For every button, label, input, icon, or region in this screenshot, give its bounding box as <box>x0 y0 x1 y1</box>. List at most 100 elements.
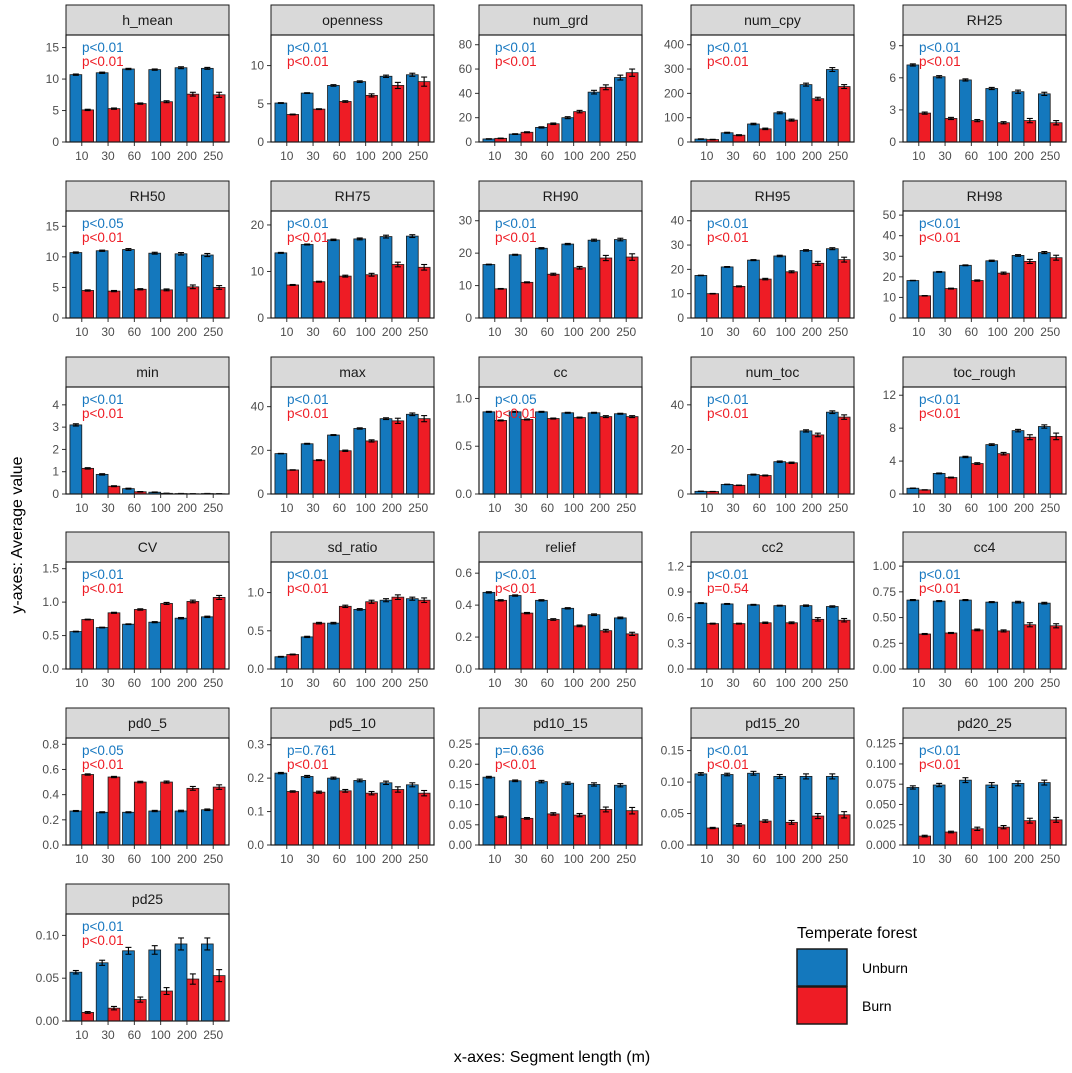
panel-cc2-errorbar-burn-60 <box>762 621 769 625</box>
panel-toc-rough-bar-burn-200 <box>1023 436 1037 495</box>
panel-rh50-xtick-label: 200 <box>177 325 197 339</box>
panel-rh25-p-burn: p<0.01 <box>919 54 961 69</box>
panel-pd5-10-bar-unburn-200 <box>379 782 393 846</box>
panel-rh90-errorbar-burn-100 <box>576 265 583 270</box>
panel-min-xtick-label: 200 <box>177 501 197 515</box>
panel-rh90: RH90 0 10 20 30 10 30 60 100 200 250 p<0.01p<0.01 <box>459 180 643 339</box>
panel-h-mean-p-unburn: p<0.01 <box>82 40 124 55</box>
panel-rh50-ytick-label: 5 <box>52 280 59 294</box>
panel-h-mean-bar-burn-10 <box>81 109 95 143</box>
panel-rh75-bar-burn-60 <box>338 275 352 319</box>
panel-rh75-errorbar-burn-10 <box>289 283 296 286</box>
panel-relief-ytick-label: 0.4 <box>455 598 472 612</box>
panel-cc4-errorbar-unburn-200 <box>1015 600 1022 604</box>
legend-key-burn <box>796 986 848 1025</box>
panel-min-p-burn: p<0.01 <box>82 406 124 421</box>
panel-min-errorbar-unburn-60 <box>125 487 132 490</box>
panel-cc2-xtick-label: 30 <box>726 676 740 690</box>
panel-toc-rough-xtick-label: 60 <box>965 501 979 515</box>
panel-pd10-15-p-burn: p<0.01 <box>495 757 537 772</box>
panel-rh75-errorbar-burn-60 <box>342 274 349 278</box>
panel-openness-errorbar-burn-250 <box>421 76 428 87</box>
panel-pd10-15-errorbar-unburn-200 <box>591 782 598 787</box>
panel-cv-p-burn: p<0.01 <box>82 581 124 596</box>
panel-pd0-5-errorbar-burn-10 <box>84 773 91 776</box>
panel-relief-errorbar-burn-60 <box>550 618 557 621</box>
panel-sd-ratio-errorbar-burn-100 <box>368 599 375 604</box>
panel-openness-bar-unburn-30 <box>300 92 314 143</box>
panel-openness-errorbar-unburn-250 <box>409 72 416 77</box>
panel-cc4-strip-label: cc4 <box>974 539 996 555</box>
panel-num-toc-bar-unburn-200 <box>799 430 813 495</box>
panel-pd5-10-errorbar-burn-200 <box>394 786 401 793</box>
panel-openness-strip-label: openness <box>322 12 383 28</box>
panel-toc-rough-bar-unburn-60 <box>959 456 972 495</box>
x-axis-title: x-axes: Segment length (m) <box>454 1049 651 1066</box>
panel-pd25-xtick-label: 60 <box>128 1028 142 1042</box>
panel-max-ytick-label: 0 <box>257 487 264 501</box>
panel-rh90-errorbar-burn-60 <box>550 272 557 276</box>
panel-pd20-25-bar-burn-60 <box>970 828 984 846</box>
panel-max-bar-unburn-30 <box>300 443 314 495</box>
panel-num-grd-xtick-label: 250 <box>616 149 636 163</box>
panel-openness-bar-burn-10 <box>286 114 300 143</box>
panel-pd10-15-errorbar-unburn-100 <box>564 781 571 785</box>
panel-pd25-p-unburn: p<0.01 <box>82 919 124 934</box>
panel-openness-bar-unburn-10 <box>274 102 288 143</box>
panel-cc4-xtick-label: 200 <box>1014 676 1034 690</box>
panel-pd5-10-ytick-label: 0.0 <box>247 838 264 852</box>
panel-num-toc-bar-burn-250 <box>837 416 851 495</box>
panel-rh50-bar-burn-60 <box>133 288 147 319</box>
panel-min-xtick-label: 60 <box>128 501 142 515</box>
panel-rh98-strip-label: RH98 <box>967 188 1003 204</box>
panel-rh75-errorbar-unburn-30 <box>304 243 311 246</box>
panel-rh90-xtick-label: 100 <box>564 325 584 339</box>
panel-cc2-strip-label: cc2 <box>762 539 784 555</box>
panel-pd10-15-errorbar-unburn-250 <box>617 783 624 788</box>
panel-toc-rough-errorbar-unburn-60 <box>962 455 969 459</box>
panel-rh25-ytick-label: 9 <box>889 39 896 53</box>
panel-pd20-25-ytick-label: 0.100 <box>866 757 896 771</box>
panel-sd-ratio-ytick-label: 1.0 <box>247 586 264 600</box>
panel-relief-bar-burn-30 <box>520 612 534 670</box>
panel-pd5-10-bar-burn-30 <box>312 791 326 846</box>
panel-pd25-xtick-label: 200 <box>177 1028 197 1042</box>
panel-rh25-xtick-label: 250 <box>1040 149 1060 163</box>
panel-cc2-xtick-label: 60 <box>753 676 767 690</box>
panel-relief-bar-unburn-200 <box>587 614 601 670</box>
panel-toc-rough-bar-burn-30 <box>944 477 958 495</box>
panel-h-mean-xtick-label: 60 <box>128 149 142 163</box>
panel-rh75-ytick-label: 20 <box>251 218 265 232</box>
panel-max-ytick-label: 40 <box>251 400 265 414</box>
panel-cc2-errorbar-burn-200 <box>814 617 821 622</box>
panel-openness-ytick-label: 5 <box>257 97 264 111</box>
panel-pd0-5-bar-unburn-100 <box>148 810 162 846</box>
panel-num-cpy-xtick-label: 100 <box>776 149 796 163</box>
panel-pd10-15-xtick-label: 200 <box>590 852 610 866</box>
panel-relief-strip-label: relief <box>545 539 575 555</box>
panel-rh95-bar-unburn-250 <box>825 248 839 319</box>
panel-rh50-strip-label: RH50 <box>130 188 166 204</box>
y-axis-title: y-axes: Average value <box>9 456 26 613</box>
panel-pd0-5-strip <box>65 707 230 739</box>
panel-pd10-15-errorbar-burn-60 <box>550 812 557 816</box>
panel-max-bar-unburn-60 <box>327 434 340 495</box>
panel-rh95-errorbar-unburn-30 <box>724 266 731 268</box>
panel-pd10-15-errorbar-burn-10 <box>497 815 504 819</box>
panel-rh95-ytick-label: 10 <box>671 287 685 301</box>
panel-cv-bar-burn-250 <box>212 597 226 670</box>
panel-rh50-strip <box>65 180 230 212</box>
panel-h-mean-errorbar-unburn-30 <box>99 71 106 74</box>
panel-cc-errorbar-burn-100 <box>576 416 583 419</box>
panel-cc2-bar-burn-30 <box>732 623 746 670</box>
panel-num-grd-errorbar-burn-200 <box>602 84 609 91</box>
panel-rh95-errorbar-burn-250 <box>841 256 848 263</box>
panel-pd5-10-bar-burn-100 <box>365 792 378 846</box>
panel-max: max 0 20 40 10 30 60 100 200 250 p<0.01p<0.01 <box>251 356 435 515</box>
panel-min-ytick-label: 0 <box>52 487 59 501</box>
panel-min-ytick-label: 4 <box>52 398 59 412</box>
panel-rh95-p-unburn: p<0.01 <box>707 216 749 231</box>
panel-pd10-15-bar-unburn-200 <box>587 784 601 846</box>
panel-rh50-bar-unburn-200 <box>174 253 188 319</box>
